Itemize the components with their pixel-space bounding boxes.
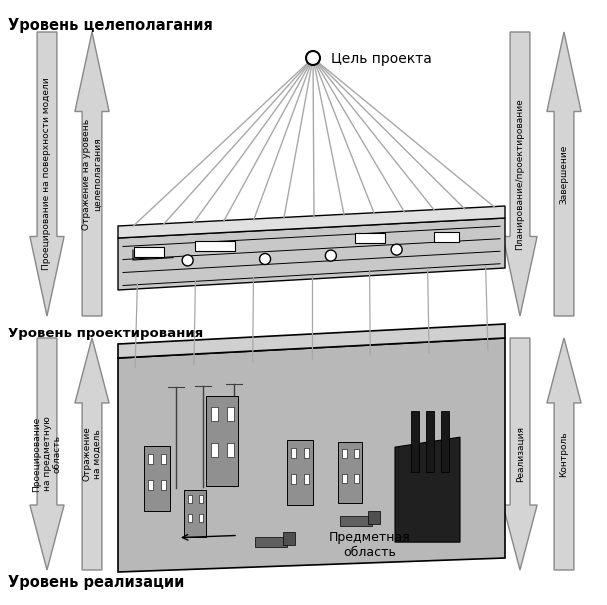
Bar bbox=[426, 411, 434, 472]
Polygon shape bbox=[75, 32, 109, 316]
Bar bbox=[435, 232, 459, 241]
Polygon shape bbox=[118, 338, 505, 572]
Text: Реализация: Реализация bbox=[515, 426, 524, 482]
Text: Планирование/проектирование: Планирование/проектирование bbox=[515, 98, 524, 250]
Bar bbox=[211, 443, 218, 457]
Bar bbox=[211, 407, 218, 420]
Text: Проецирование
на предметную
область: Проецирование на предметную область bbox=[32, 416, 62, 492]
Polygon shape bbox=[287, 440, 313, 505]
Bar bbox=[441, 411, 449, 472]
Polygon shape bbox=[118, 206, 505, 238]
Bar bbox=[255, 537, 287, 547]
Polygon shape bbox=[547, 32, 581, 316]
Text: Отражение на уровень
целеполагания: Отражение на уровень целеполагания bbox=[83, 119, 102, 229]
Bar bbox=[148, 480, 153, 489]
Bar bbox=[148, 454, 153, 464]
Bar bbox=[227, 407, 234, 420]
Bar bbox=[198, 514, 203, 522]
Text: Завершение: Завершение bbox=[560, 145, 569, 204]
Polygon shape bbox=[338, 442, 362, 503]
Polygon shape bbox=[185, 489, 206, 537]
Bar bbox=[161, 480, 166, 489]
Polygon shape bbox=[30, 32, 64, 316]
Bar bbox=[304, 448, 309, 457]
Bar bbox=[161, 454, 166, 464]
Circle shape bbox=[391, 244, 402, 255]
Polygon shape bbox=[75, 338, 109, 570]
Bar bbox=[411, 411, 419, 472]
Polygon shape bbox=[503, 32, 537, 316]
Polygon shape bbox=[144, 446, 170, 511]
Bar bbox=[342, 474, 347, 483]
Text: Отражение
на модель: Отражение на модель bbox=[83, 427, 102, 482]
Text: Проецирование на поверхности модели: Проецирование на поверхности модели bbox=[42, 77, 52, 270]
Bar bbox=[283, 532, 295, 544]
Text: Цель проекта: Цель проекта bbox=[331, 52, 432, 66]
Circle shape bbox=[182, 255, 193, 266]
Polygon shape bbox=[503, 338, 537, 570]
Circle shape bbox=[325, 250, 336, 261]
Bar bbox=[354, 474, 359, 483]
Bar bbox=[227, 443, 234, 457]
Circle shape bbox=[260, 253, 271, 264]
Bar bbox=[134, 247, 164, 257]
Bar bbox=[188, 514, 192, 522]
Text: Предметная
область: Предметная область bbox=[329, 531, 411, 558]
Text: Уровень целеполагания: Уровень целеполагания bbox=[8, 18, 213, 33]
Polygon shape bbox=[395, 437, 460, 542]
Bar bbox=[340, 516, 372, 526]
Bar bbox=[291, 474, 296, 483]
Text: Контроль: Контроль bbox=[560, 431, 569, 477]
Text: Уровень реализации: Уровень реализации bbox=[8, 575, 185, 590]
Text: Уровень проектирования: Уровень проектирования bbox=[8, 327, 203, 340]
Polygon shape bbox=[118, 324, 505, 358]
Polygon shape bbox=[30, 338, 64, 570]
Bar bbox=[354, 233, 385, 243]
Polygon shape bbox=[206, 396, 239, 486]
Bar bbox=[342, 450, 347, 459]
Polygon shape bbox=[118, 218, 505, 290]
Bar bbox=[198, 495, 203, 503]
Bar bbox=[354, 450, 359, 459]
Bar bbox=[368, 511, 380, 524]
Bar bbox=[188, 495, 192, 503]
Bar bbox=[291, 448, 296, 457]
Polygon shape bbox=[547, 338, 581, 570]
Bar bbox=[195, 241, 235, 251]
Bar bbox=[304, 474, 309, 483]
Circle shape bbox=[306, 51, 320, 65]
